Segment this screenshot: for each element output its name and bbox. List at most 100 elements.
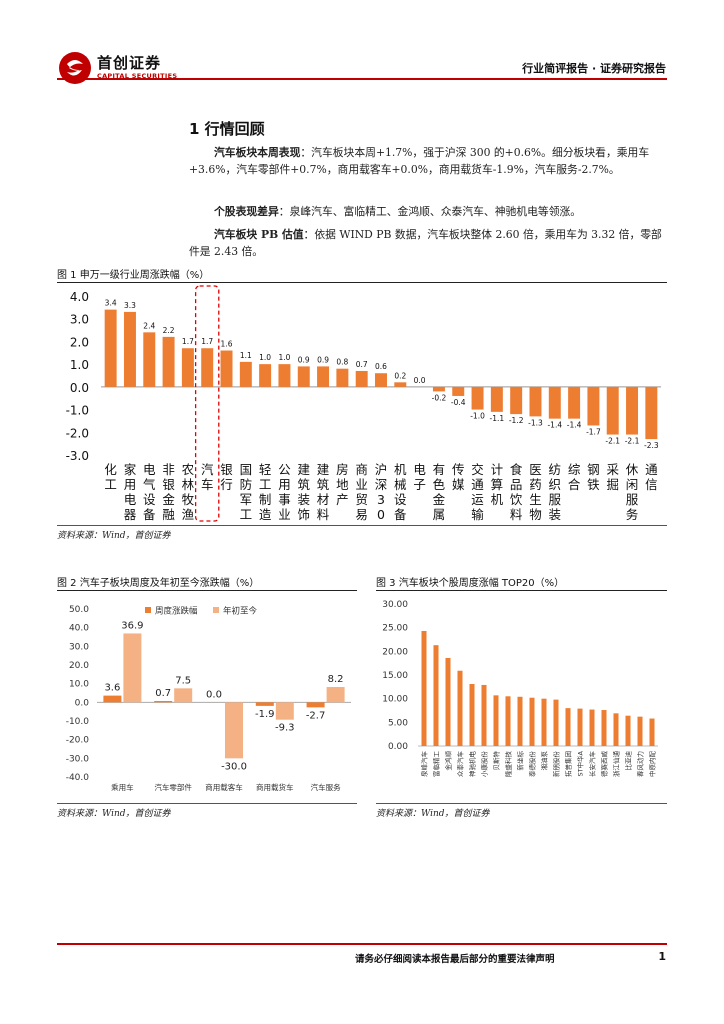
fig1-x-tick-char: 建 xyxy=(317,462,330,477)
fig2-bar xyxy=(306,702,325,708)
fig1-x-tick-char: 用 xyxy=(278,477,291,492)
fig1-x-tick-char: 料 xyxy=(317,507,330,522)
fig1-bar xyxy=(452,386,465,396)
fig1-data-label: -1.4 xyxy=(567,421,582,430)
fig2-legend-swatch xyxy=(213,607,219,613)
fig1-x-tick-char: 地 xyxy=(336,477,349,492)
fig1-x-tick-char: 制 xyxy=(259,492,272,507)
fig3-x-tick: 湘油泵 xyxy=(540,751,549,771)
fig1-bar xyxy=(123,311,136,387)
fig1-x-tick-char: 融 xyxy=(162,507,175,522)
fig2-data-label: -2.7 xyxy=(306,710,326,721)
fig2-x-tick: 汽车零部件 xyxy=(154,782,192,792)
fig3-bar xyxy=(577,708,583,746)
fig2-source: 资料来源：Wind，首创证券 xyxy=(57,809,171,819)
fig3-y-tick: 20.00 xyxy=(382,647,408,657)
fig2-data-label: 36.9 xyxy=(121,620,143,631)
fig1-x-tick-char: 林 xyxy=(182,477,195,492)
fig1-bar xyxy=(297,366,310,387)
fig1-y-tick: 1.0 xyxy=(70,358,89,372)
fig1-bar xyxy=(645,386,658,440)
fig1-source: 资料来源：Wind，首创证券 xyxy=(57,531,171,541)
paragraph-sector-performance: 汽车板块本周表现：汽车板块本周+1.7%，强于沪深 300 的+0.6%。细分板… xyxy=(189,144,664,178)
fig1-data-label: -2.1 xyxy=(625,437,640,446)
fig1-data-label: -1.3 xyxy=(528,418,543,427)
fig3-x-tick: 新坐标 xyxy=(516,751,525,771)
fig1-x-tick-char: 采 xyxy=(606,462,619,477)
fig1-x-tick-char: 业 xyxy=(355,477,368,492)
fig1-x-tick-char: 产 xyxy=(336,492,349,507)
fig1-x-tick-char: 汽 xyxy=(201,462,214,477)
fig2-data-label: 0.0 xyxy=(206,689,222,700)
fig1-x-tick-char: 电 xyxy=(143,462,156,477)
fig1-x-tick-char: 电 xyxy=(413,462,426,477)
fig2-y-tick: 0.0 xyxy=(75,698,90,708)
fig1-x-tick-char: 运 xyxy=(471,492,484,507)
fig1-bar xyxy=(278,364,291,387)
fig1-x-tick-char: 农 xyxy=(182,462,195,477)
fig1-x-tick-char: 饰 xyxy=(298,507,311,522)
fig1-x-tick-char: 食 xyxy=(510,462,523,477)
fig3-y-tick: 10.00 xyxy=(382,695,408,705)
fig1-x-tick-char: 0 xyxy=(377,522,385,524)
fig1-x-tick-char: 防 xyxy=(240,477,253,492)
fig1-x-tick-char: 渔 xyxy=(182,507,195,522)
fig1-bar xyxy=(259,364,272,387)
fig3-y-tick: 0.00 xyxy=(388,742,408,752)
fig1-x-tick-char: 易 xyxy=(355,507,368,522)
paragraph-text: ：依据 WIND PB 数据，汽车板块整体 2.60 倍，乘用车为 3.32 倍… xyxy=(189,228,662,258)
logo-emblem-icon xyxy=(59,52,91,84)
fig3-bar xyxy=(565,708,571,746)
fig1-bar xyxy=(104,309,117,387)
fig1-x-tick-char: 行 xyxy=(220,477,233,492)
fig1-x-tick-char: 气 xyxy=(143,477,156,492)
fig2-legend-swatch xyxy=(145,607,151,613)
report-type: 行业简评报告 · 证券研究报告 xyxy=(522,62,666,75)
fig1-x-tick-char: 车 xyxy=(201,477,214,492)
fig3-x-tick: 金鸿顺 xyxy=(444,751,453,771)
fig1-bar xyxy=(375,373,387,387)
fig1-x-tick-char: 闲 xyxy=(626,477,639,492)
fig3-bar xyxy=(589,709,595,746)
paragraph-text: ：泉峰汽车、富临精工、金鸿顺、众泰汽车、神驰机电等领涨。 xyxy=(278,205,582,218)
header-rule xyxy=(57,78,667,80)
fig1-x-tick-char: 金 xyxy=(162,492,175,507)
fig2-y-tick: -10.0 xyxy=(66,717,90,727)
fig1-data-label: 0.7 xyxy=(356,360,368,369)
fig1-x-tick-char: 色 xyxy=(433,477,446,492)
fig1-x-tick-char: 商 xyxy=(355,462,368,477)
fig2-data-label: 7.5 xyxy=(175,675,191,686)
fig1-data-label: 1.0 xyxy=(259,353,271,362)
fig2-data-label: 0.7 xyxy=(155,688,171,699)
fig3-bar xyxy=(637,716,643,746)
page-number: 1 xyxy=(658,950,666,963)
fig2-bar xyxy=(103,695,122,703)
fig1-data-label: 0.0 xyxy=(414,376,426,385)
fig3-top-rule xyxy=(376,590,667,591)
fig1-x-tick-char: 非 xyxy=(162,462,175,477)
fig3-x-tick: 隆盛科技 xyxy=(504,751,513,778)
fig1-x-tick-char: 装 xyxy=(549,507,562,522)
fig3-y-tick: 30.00 xyxy=(382,600,408,610)
company-name-cn: 首创证券 xyxy=(97,54,162,72)
fig3-bar xyxy=(481,684,487,746)
fig1-data-label: 0.6 xyxy=(375,362,387,371)
fig2-data-label: 8.2 xyxy=(328,674,344,685)
fig1-x-tick-char: 家 xyxy=(124,462,137,477)
fig1-data-label: -1.4 xyxy=(547,421,562,430)
fig1-x-tick-char: 机 xyxy=(491,492,504,507)
fig2-data-label: -9.3 xyxy=(275,723,295,734)
fig1-x-tick-char: 属 xyxy=(433,507,446,522)
fig1-x-tick-char: 工 xyxy=(104,477,117,492)
fig1-x-tick-char: 医 xyxy=(529,462,542,477)
fig1-x-tick-char: 服 xyxy=(626,492,639,507)
paragraph-label: 个股表现差异 xyxy=(214,205,279,218)
fig3-bar xyxy=(493,695,499,746)
fig2-bar xyxy=(326,687,345,703)
fig1-bar xyxy=(587,386,600,426)
fig1-x-tick-char: 造 xyxy=(259,507,272,522)
fig3-bar xyxy=(445,657,451,746)
fig1-bar xyxy=(606,386,619,435)
fig1-x-tick-char: 3 xyxy=(377,492,385,507)
fig1-chart: 4.03.02.01.00.0-1.0-2.0-3.03.4化工3.3家用电器2… xyxy=(66,285,661,524)
